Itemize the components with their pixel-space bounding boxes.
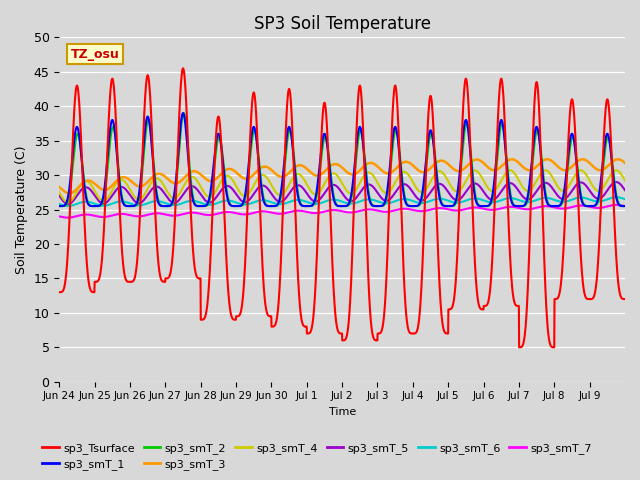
X-axis label: Time: Time	[328, 407, 356, 417]
Text: TZ_osu: TZ_osu	[70, 48, 119, 60]
Legend: sp3_Tsurface, sp3_smT_1, sp3_smT_2, sp3_smT_3, sp3_smT_4, sp3_smT_5, sp3_smT_6, : sp3_Tsurface, sp3_smT_1, sp3_smT_2, sp3_…	[38, 438, 596, 474]
Title: SP3 Soil Temperature: SP3 Soil Temperature	[253, 15, 431, 33]
Y-axis label: Soil Temperature (C): Soil Temperature (C)	[15, 145, 28, 274]
